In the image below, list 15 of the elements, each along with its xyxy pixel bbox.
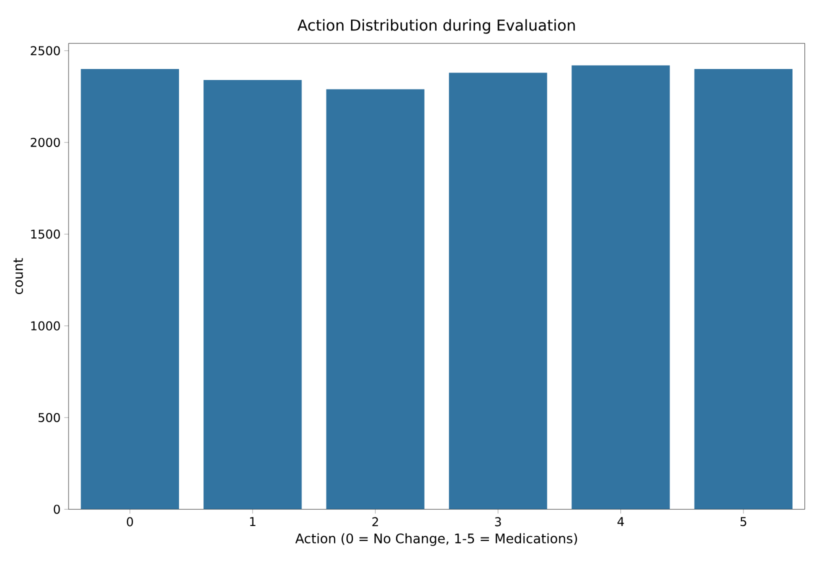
x-tick-label: 5 (740, 517, 746, 526)
y-tick-label: 1000 (31, 321, 60, 331)
y-tick-label: 500 (38, 413, 60, 422)
y-tick-label: 2500 (30, 46, 60, 56)
x-tick-label: 2 (372, 517, 378, 526)
chart-title: Action Distribution during Evaluation (297, 19, 575, 34)
x-tick-label: 1 (250, 517, 256, 526)
y-tick-label: 2000 (30, 138, 60, 148)
y-tick-label: 0 (54, 504, 60, 514)
y-tick-label: 1500 (31, 230, 60, 239)
x-tick-label: 0 (126, 517, 133, 526)
x-axis-title: Action (0 = No Change, 1-5 = Medications) (295, 533, 578, 546)
x-tick-label: 3 (495, 517, 501, 526)
x-tick-label: 4 (617, 517, 624, 526)
y-axis-title: count (14, 258, 23, 294)
